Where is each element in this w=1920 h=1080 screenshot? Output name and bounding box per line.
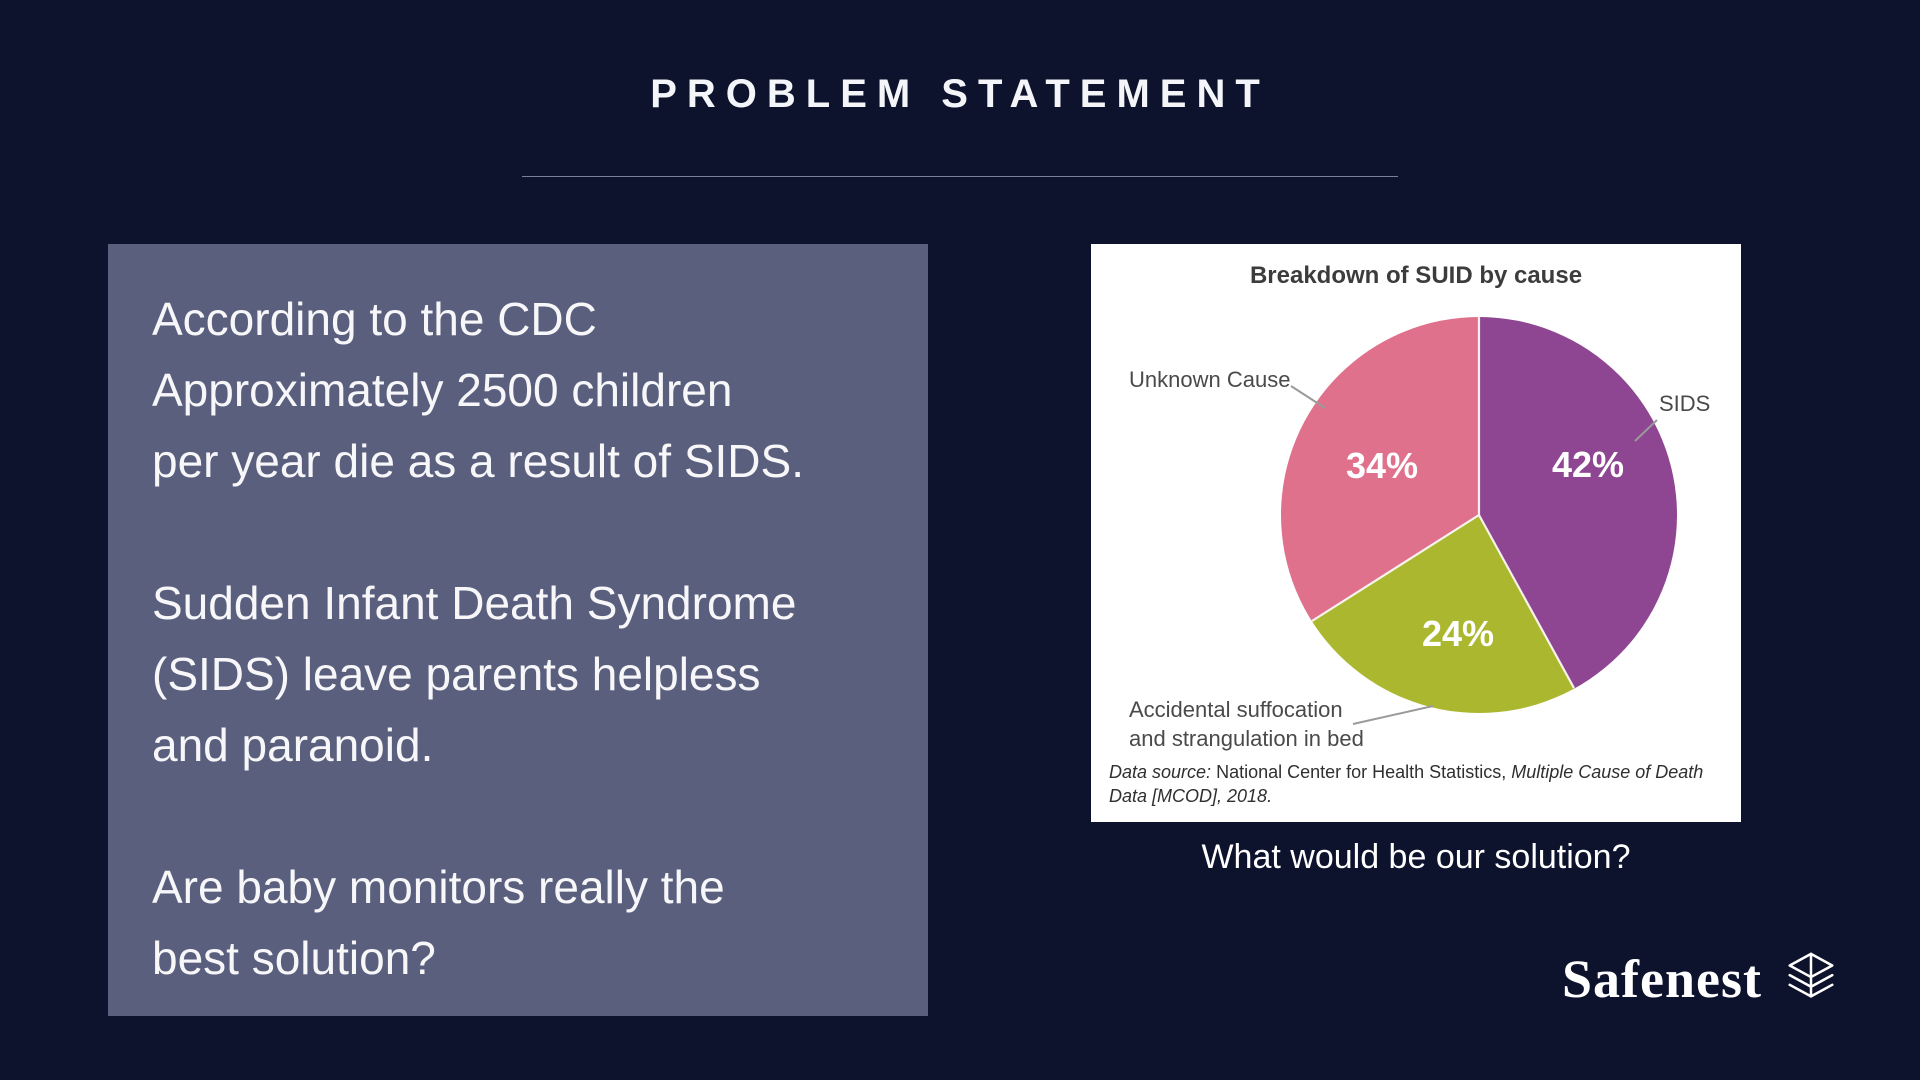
label-sids: SIDS xyxy=(1659,391,1711,416)
safenest-leaf-icon xyxy=(1788,952,1834,998)
brand-name: Safenest xyxy=(1562,949,1762,1009)
label-unknown-cause: Unknown Cause xyxy=(1129,367,1291,392)
brand-logo: Safenest xyxy=(1562,948,1840,1010)
solution-question: What would be our solution? xyxy=(1201,838,1631,876)
problem-paragraph-3: Are baby monitors really the best soluti… xyxy=(152,861,725,984)
pie-chart-card: Breakdown of SUID by cause Unknown Cause… xyxy=(1091,244,1741,822)
chart-title: Breakdown of SUID by cause xyxy=(1249,262,1583,289)
problem-paragraph-1: According to the CDC Approximately 2500 … xyxy=(152,293,804,487)
pie-value-sids: 42% xyxy=(1551,444,1625,485)
title-divider xyxy=(522,176,1398,177)
problem-paragraph-2: Sudden Infant Death Syndrome (SIDS) leav… xyxy=(152,577,797,771)
data-source-italic: Multiple Cause of Death Data [MCOD], 201… xyxy=(1109,762,1704,807)
label-accidental-suffocation: Accidental suffocation and strangulation… xyxy=(1129,697,1364,751)
page-title: PROBLEM STATEMENT xyxy=(650,72,1270,116)
data-source-prefix: Data source: xyxy=(1109,762,1212,782)
pie-value-unknown: 34% xyxy=(1345,445,1419,486)
pie-value-accidental: 24% xyxy=(1421,613,1495,654)
data-source-note: Data source: National Center for Health … xyxy=(1109,760,1723,809)
problem-text-panel: According to the CDC Approximately 2500 … xyxy=(108,244,928,1016)
data-source-body: National Center for Health Statistics, xyxy=(1211,762,1512,782)
